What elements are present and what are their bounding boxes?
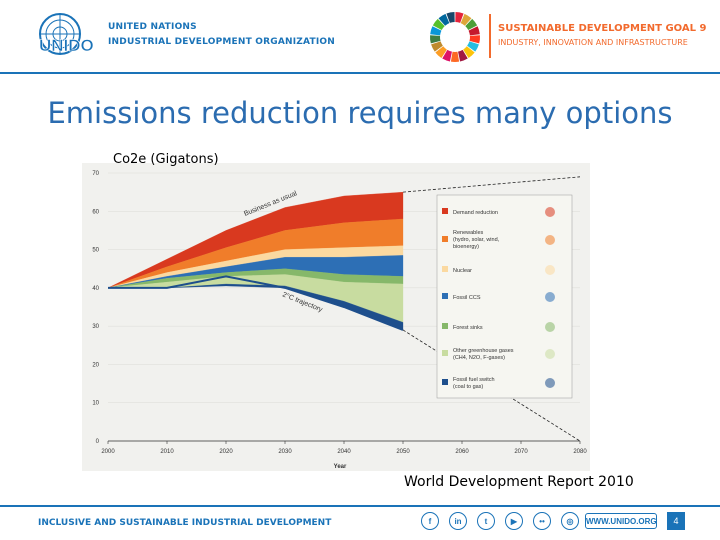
y-axis-label: Co2e (Gigatons) bbox=[113, 152, 219, 167]
legend-illustration-icon bbox=[545, 322, 555, 332]
sdg-wheel-segment bbox=[465, 18, 478, 31]
y-tick-label: 40 bbox=[92, 286, 99, 292]
sdg-wheel-segment bbox=[442, 49, 452, 62]
sdg-wheel-segment bbox=[455, 12, 464, 23]
legend-label: Fossil fuel switch (coal to gas) bbox=[453, 377, 495, 390]
sdg-wheel-segment bbox=[469, 35, 480, 44]
legend-swatch bbox=[442, 236, 448, 242]
header: UNIDO UNITED NATIONS INDUSTRIAL DEVELOPM… bbox=[0, 0, 720, 72]
sdg-subtitle: INDUSTRY, INNOVATION AND INFRASTRUCTURE bbox=[498, 38, 688, 47]
footer-tagline: INCLUSIVE AND SUSTAINABLE INDUSTRIAL DEV… bbox=[38, 518, 332, 528]
x-tick-label: 2030 bbox=[278, 449, 292, 455]
legend-swatch bbox=[442, 266, 448, 272]
sdg-wheel-segment bbox=[460, 13, 472, 26]
footer-rule bbox=[0, 505, 720, 507]
sdg-wheel-segment bbox=[430, 35, 441, 44]
sdg-wheel-segment bbox=[432, 18, 445, 31]
legend-swatch bbox=[442, 379, 448, 385]
unido-logo: UNIDO bbox=[39, 13, 94, 55]
x-axis-label: Year bbox=[334, 464, 347, 470]
x-tick-label: 2080 bbox=[573, 449, 587, 455]
x-tick-label: 2070 bbox=[514, 449, 528, 455]
sdg-divider bbox=[489, 14, 491, 58]
legend-illustration-icon bbox=[545, 349, 555, 359]
x-tick-label: 2060 bbox=[455, 449, 469, 455]
youtube-icon[interactable]: ▶ bbox=[505, 512, 523, 530]
legend-label: Forest sinks bbox=[453, 325, 483, 331]
sdg-wheel-segment bbox=[446, 12, 455, 23]
y-tick-label: 30 bbox=[92, 324, 99, 330]
org-name-line-2: INDUSTRIAL DEVELOPMENT ORGANIZATION bbox=[108, 37, 335, 47]
sdg-wheel-segment bbox=[468, 26, 480, 36]
legend-illustration-icon bbox=[545, 265, 555, 275]
unido-logo-text: UNIDO bbox=[39, 36, 94, 55]
y-tick-label: 60 bbox=[92, 209, 99, 215]
flickr-icon[interactable]: •• bbox=[533, 512, 551, 530]
slide-title: Emissions reduction requires many option… bbox=[47, 96, 673, 130]
sdg-wheel-segment bbox=[430, 26, 442, 36]
page-number: 4 bbox=[667, 512, 685, 530]
instagram-icon[interactable]: ◎ bbox=[561, 512, 579, 530]
twitter-icon[interactable]: t bbox=[477, 512, 495, 530]
x-tick-label: 2050 bbox=[396, 449, 410, 455]
y-tick-label: 50 bbox=[92, 248, 99, 254]
sdg-wheel-segment bbox=[438, 13, 450, 26]
sdg-wheel-segment bbox=[467, 41, 479, 52]
sdg-wheel-icon bbox=[430, 12, 480, 62]
legend-label: Renewables (hydro, solar, wind, bioenergy) bbox=[453, 230, 500, 250]
header-rule bbox=[0, 72, 720, 74]
y-tick-label: 10 bbox=[92, 401, 99, 407]
x-tick-label: 2040 bbox=[337, 449, 351, 455]
legend-swatch bbox=[442, 293, 448, 299]
chart-legend: Demand reduction Renewables (hydro, solar,… bbox=[436, 194, 573, 399]
x-tick-label: 2000 bbox=[101, 449, 115, 455]
sdg-wheel-segment bbox=[431, 41, 443, 52]
un-emblem-icon bbox=[39, 13, 81, 55]
sdg-wheel-segment bbox=[435, 46, 447, 58]
legend-illustration-icon bbox=[545, 207, 555, 217]
y-tick-label: 20 bbox=[92, 362, 99, 368]
sdg-wheel-segment bbox=[463, 46, 475, 58]
legend-swatch bbox=[442, 208, 448, 214]
legend-illustration-icon bbox=[545, 292, 555, 302]
trajectory-2c-line bbox=[108, 275, 404, 331]
facebook-icon[interactable]: f bbox=[421, 512, 439, 530]
legend-label: Fossil CCS bbox=[453, 295, 481, 301]
legend-illustration-icon bbox=[545, 378, 555, 388]
sdg-wheel-segment bbox=[450, 51, 460, 62]
org-name-line-1: UNITED NATIONS bbox=[108, 22, 197, 32]
y-tick-label: 0 bbox=[96, 439, 100, 445]
legend-illustration-icon bbox=[545, 235, 555, 245]
legend-label: Nuclear bbox=[453, 268, 472, 274]
legend-swatch bbox=[442, 350, 448, 356]
website-link[interactable]: WWW.UNIDO.ORG bbox=[585, 513, 657, 529]
linkedin-icon[interactable]: in bbox=[449, 512, 467, 530]
y-tick-label: 70 bbox=[92, 171, 99, 177]
x-tick-label: 2020 bbox=[219, 449, 233, 455]
legend-swatch bbox=[442, 323, 448, 329]
x-tick-label: 2010 bbox=[160, 449, 174, 455]
chart-lines bbox=[108, 176, 581, 442]
sdg-title: SUSTAINABLE DEVELOPMENT GOAL 9 bbox=[498, 23, 707, 34]
source-caption: World Development Report 2010 bbox=[404, 474, 634, 490]
sdg-wheel-segment bbox=[458, 49, 468, 62]
legend-label: Demand reduction bbox=[453, 210, 498, 216]
legend-label: Other greenhouse gases (CH4, N2O, F-gases… bbox=[453, 348, 514, 361]
